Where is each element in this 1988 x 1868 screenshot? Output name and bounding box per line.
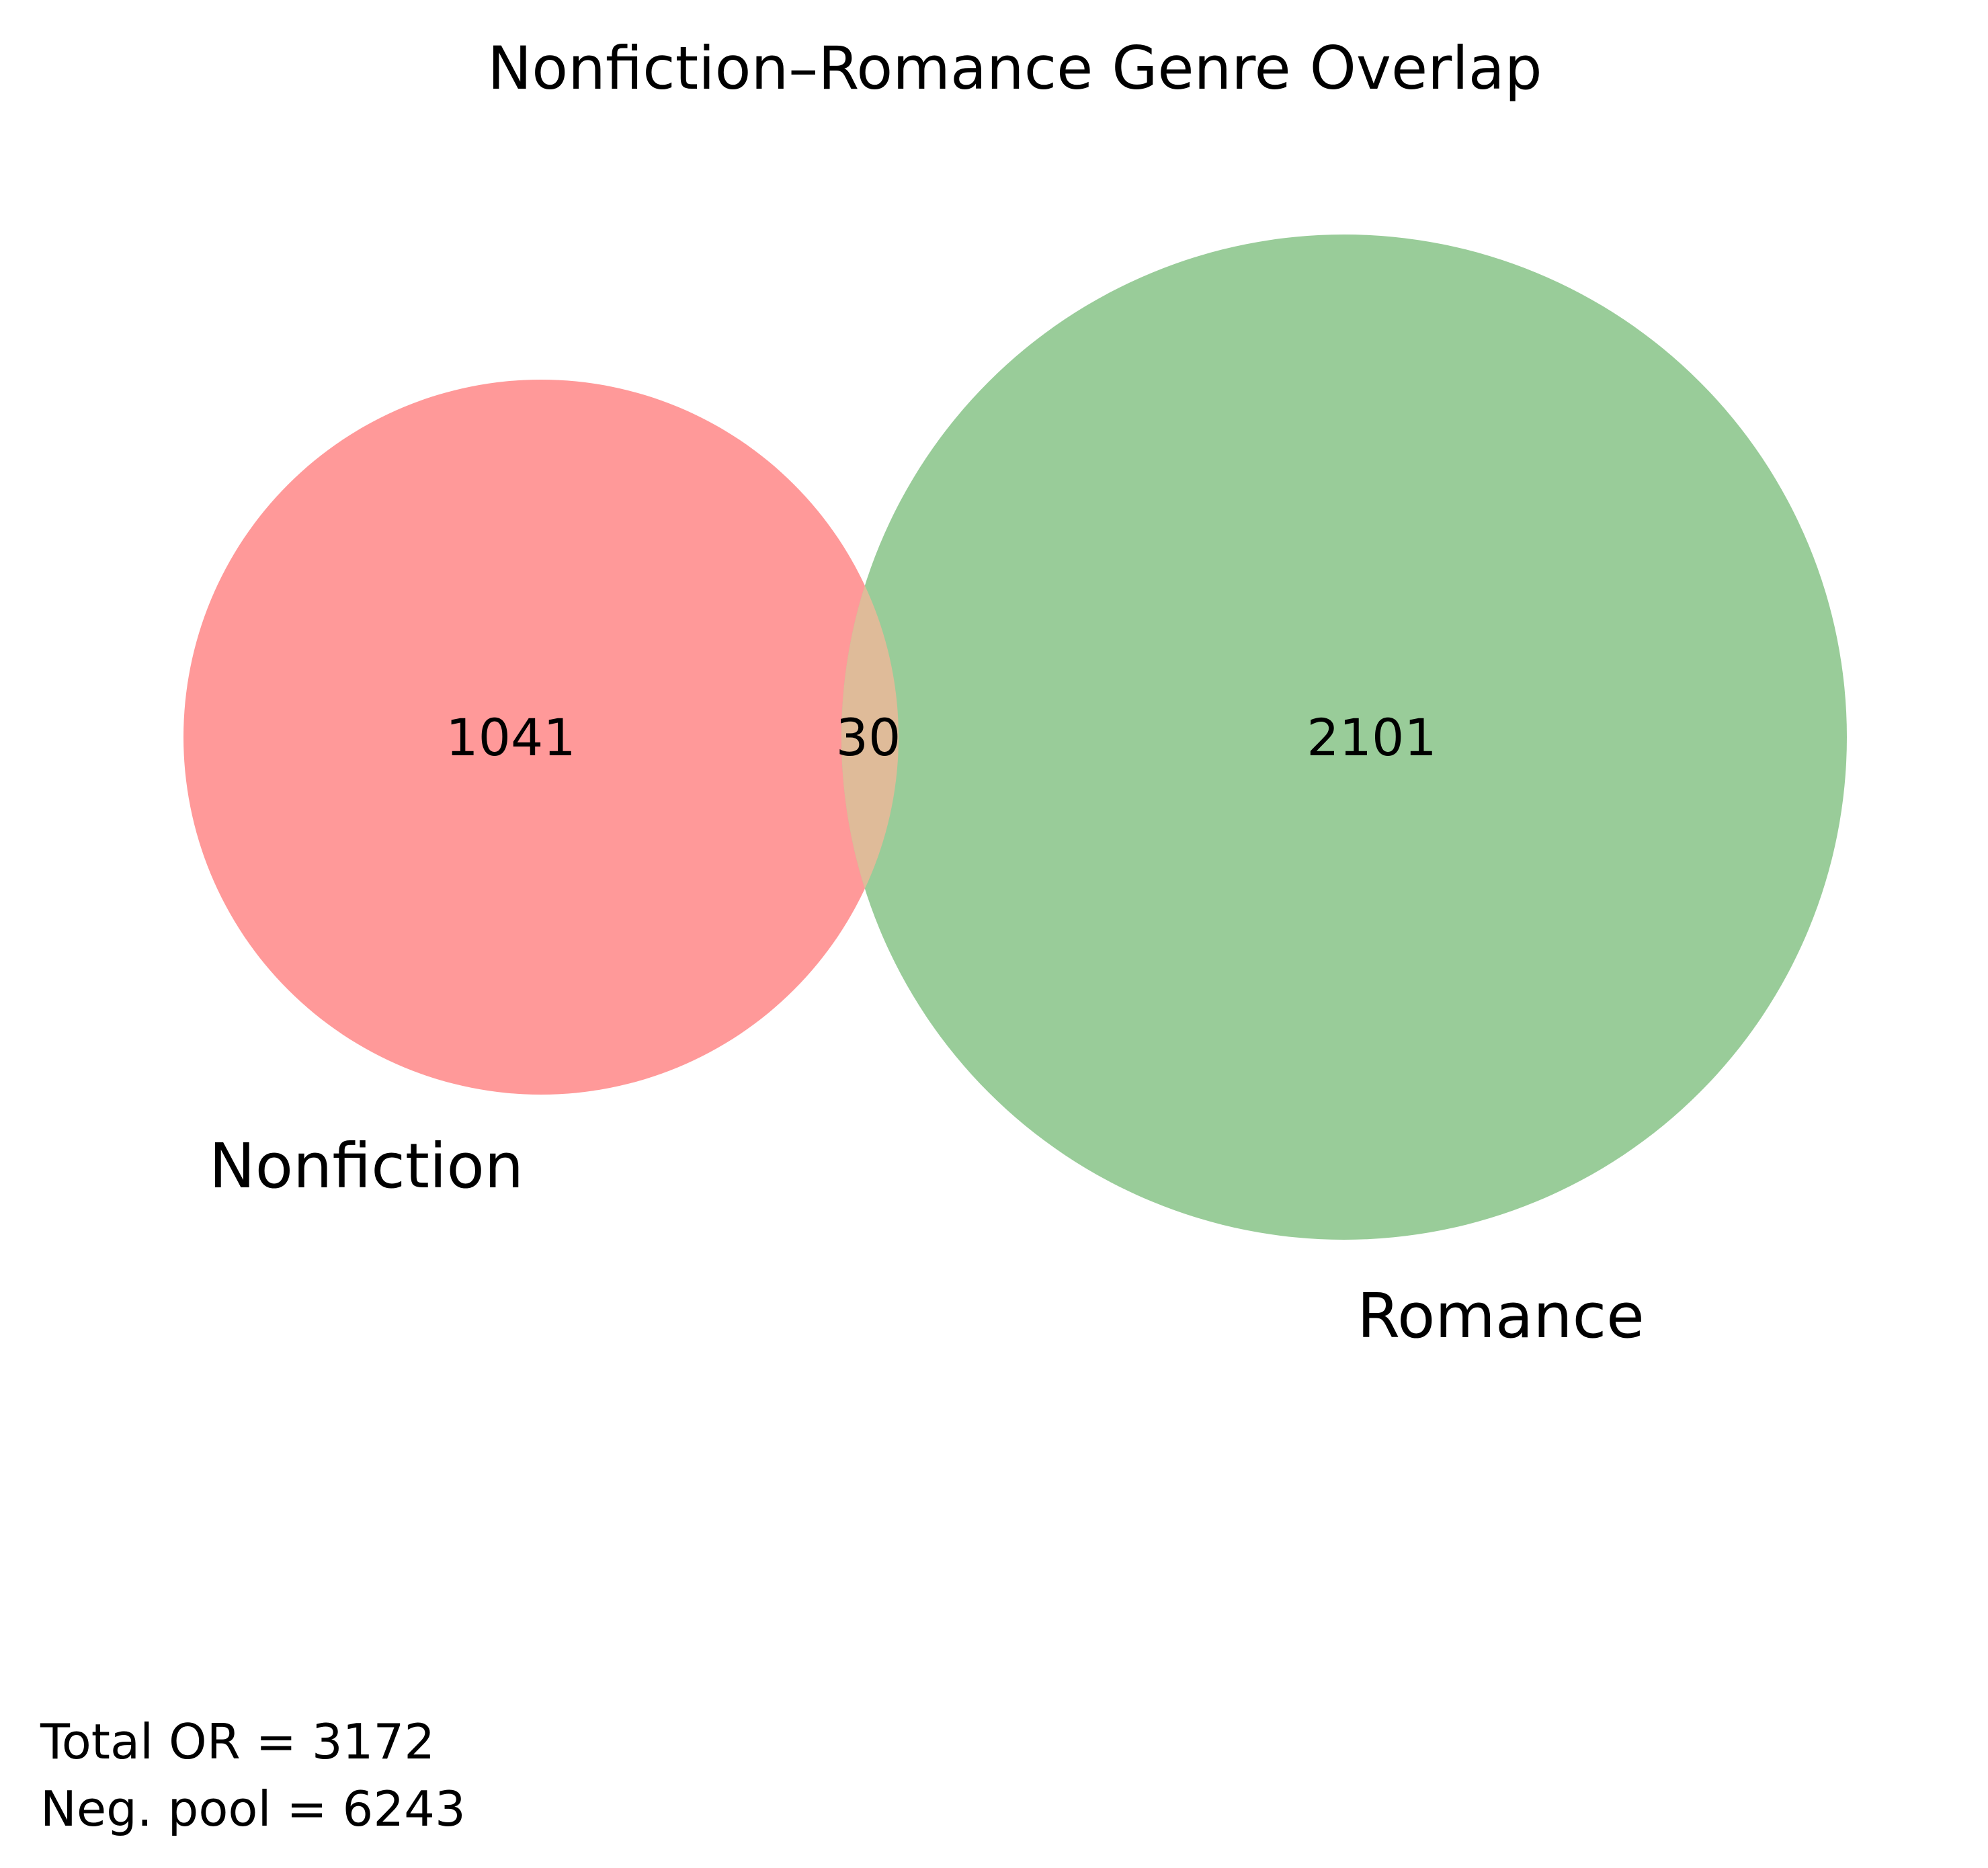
total-note: Total OR = 3172	[40, 1713, 435, 1770]
romance-only-count: 2101	[1307, 708, 1436, 767]
nonfiction-circle	[183, 380, 899, 1095]
intersection-count: 30	[836, 708, 901, 767]
romance-circle	[841, 235, 1847, 1240]
nonfiction-only-count: 1041	[446, 708, 575, 767]
nonfiction-set-label: Nonfiction	[209, 1130, 524, 1202]
neg-pool-note: Neg. pool = 6243	[40, 1781, 466, 1837]
romance-set-label: Romance	[1357, 1280, 1645, 1352]
chart-title: Nonfiction–Romance Genre Overlap	[487, 34, 1542, 103]
